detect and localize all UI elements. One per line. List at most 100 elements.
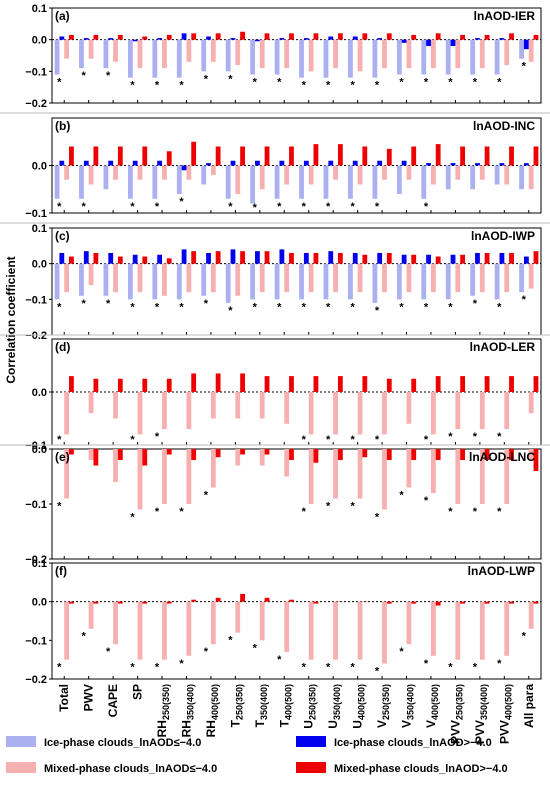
bar-ice-phase-clouds-lnaod-4-0: [83, 38, 89, 40]
bar-mixed-phase-clouds-lnaod-4-0: [386, 449, 392, 460]
bar-ice-phase-clouds-lnaod-4-0: [206, 36, 211, 40]
bar-mixed-phase-clouds-lnaod-4-0: [137, 263, 143, 293]
bar-mixed-phase-clouds-lnaod-4-0: [113, 449, 118, 482]
bar-mixed-phase-clouds-lnaod-4-0: [362, 33, 368, 40]
bar-mixed-phase-clouds-lnaod-4-0: [64, 39, 70, 59]
bar-mixed-phase-clouds-lnaod-4-0: [235, 165, 241, 194]
bar-ice-phase-clouds-lnaod-4-0: [450, 39, 456, 46]
bar-mixed-phase-clouds-lnaod-4-0: [460, 146, 466, 166]
bar-mixed-phase-clouds-lnaod-4-0: [93, 378, 99, 392]
bar-mixed-phase-clouds-lnaod-4-0: [484, 34, 490, 40]
significance-star: *: [253, 301, 258, 313]
bar-ice-phase-clouds-lnaod-4-0: [83, 251, 89, 264]
bar-mixed-phase-clouds-lnaod-4-0: [333, 392, 338, 435]
bar-mixed-phase-clouds-lnaod-4-0: [435, 601, 441, 606]
bar-mixed-phase-clouds-lnaod-4-0: [430, 601, 436, 656]
bar-mixed-phase-clouds-lnaod-4-0: [313, 33, 319, 40]
bar-ice-phase-clouds-lnaod-4-0: [426, 39, 431, 46]
bar-ice-phase-clouds-lnaod-4-0: [255, 251, 260, 264]
bar-ice-phase-clouds-lnaod-4-0: [445, 165, 451, 190]
bar-mixed-phase-clouds-lnaod-4-0: [357, 39, 363, 72]
bar-mixed-phase-clouds-lnaod-4-0: [528, 601, 534, 629]
bar-ice-phase-clouds-lnaod-4-0: [230, 160, 236, 166]
bar-mixed-phase-clouds-lnaod-4-0: [235, 601, 241, 633]
significance-star: *: [326, 301, 331, 313]
significance-star: *: [179, 80, 184, 92]
significance-star: *: [350, 434, 355, 446]
bar-mixed-phase-clouds-lnaod-4-0: [313, 252, 319, 264]
significance-star: *: [155, 301, 160, 313]
bar-mixed-phase-clouds-lnaod-4-0: [264, 251, 270, 264]
significance-star: *: [204, 298, 209, 310]
x-tick-label: SP: [131, 684, 145, 700]
bar-mixed-phase-clouds-lnaod-4-0: [117, 378, 123, 392]
significance-star: *: [399, 490, 404, 502]
significance-star: *: [473, 506, 478, 518]
bar-mixed-phase-clouds-lnaod-4-0: [406, 165, 412, 180]
bar-mixed-phase-clouds-lnaod-4-0: [215, 33, 221, 40]
bar-mixed-phase-clouds-lnaod-4-0: [533, 449, 539, 471]
bar-mixed-phase-clouds-lnaod-4-0: [137, 392, 143, 435]
bar-ice-phase-clouds-lnaod-4-0: [523, 163, 529, 166]
panel-frame: [51, 227, 542, 336]
bar-mixed-phase-clouds-lnaod-4-0: [142, 449, 148, 466]
significance-star: *: [350, 201, 355, 213]
panel-title: lnAOD-LER: [470, 340, 536, 354]
significance-star: *: [302, 506, 307, 518]
bar-mixed-phase-clouds-lnaod-4-0: [357, 601, 363, 660]
x-tick-label: CAPE: [106, 684, 120, 717]
bar-ice-phase-clouds-lnaod-4-0: [299, 39, 304, 78]
bar-mixed-phase-clouds-lnaod-4-0: [455, 165, 461, 180]
significance-star: *: [106, 646, 111, 658]
y-tick-label: 0.1: [32, 3, 47, 15]
bar-mixed-phase-clouds-lnaod-4-0: [259, 449, 265, 466]
significance-star: *: [179, 658, 184, 670]
significance-star: *: [424, 201, 429, 213]
bar-mixed-phase-clouds-lnaod-4-0: [289, 252, 294, 264]
x-tick-label: RH250(350): [155, 684, 171, 737]
bar-ice-phase-clouds-lnaod-4-0: [54, 39, 60, 75]
significance-star: *: [57, 301, 62, 313]
bar-mixed-phase-clouds-lnaod-4-0: [284, 601, 290, 652]
bar-mixed-phase-clouds-lnaod-4-0: [460, 601, 466, 604]
panel-frame: [51, 7, 542, 104]
significance-star: *: [179, 506, 184, 518]
bar-mixed-phase-clouds-lnaod-4-0: [113, 263, 118, 293]
significance-star: *: [326, 80, 331, 92]
bar-ice-phase-clouds-lnaod-4-0: [230, 249, 236, 264]
bar-mixed-phase-clouds-lnaod-4-0: [411, 601, 417, 604]
bar-ice-phase-clouds-lnaod-4-0: [108, 160, 114, 166]
bar-mixed-phase-clouds-lnaod-4-0: [186, 449, 192, 504]
bar-mixed-phase-clouds-lnaod-4-0: [210, 39, 216, 62]
bar-mixed-phase-clouds-lnaod-4-0: [93, 601, 99, 604]
bar-mixed-phase-clouds-lnaod-4-0: [337, 33, 343, 40]
bar-ice-phase-clouds-lnaod-4-0: [225, 165, 231, 199]
bar-ice-phase-clouds-lnaod-4-0: [494, 39, 500, 75]
bar-mixed-phase-clouds-lnaod-4-0: [411, 378, 417, 392]
bar-ice-phase-clouds-lnaod-4-0: [372, 263, 378, 303]
bar-mixed-phase-clouds-lnaod-4-0: [382, 165, 387, 180]
bar-ice-phase-clouds-lnaod-4-0: [348, 263, 353, 300]
significance-star: *: [424, 434, 429, 446]
bar-mixed-phase-clouds-lnaod-4-0: [430, 449, 436, 493]
bar-ice-phase-clouds-lnaod-4-0: [352, 36, 358, 40]
bar-mixed-phase-clouds-lnaod-4-0: [166, 258, 172, 264]
bar-mixed-phase-clouds-lnaod-4-0: [484, 601, 490, 604]
bar-ice-phase-clouds-lnaod-4-0: [470, 165, 476, 190]
bar-mixed-phase-clouds-lnaod-4-0: [215, 597, 221, 602]
significance-star: *: [350, 501, 355, 513]
bar-mixed-phase-clouds-lnaod-4-0: [509, 601, 514, 604]
bar-ice-phase-clouds-lnaod-4-0: [396, 39, 402, 75]
bar-ice-phase-clouds-lnaod-4-0: [103, 263, 109, 296]
significance-star: *: [448, 431, 453, 443]
bar-mixed-phase-clouds-lnaod-4-0: [528, 263, 534, 289]
bar-ice-phase-clouds-lnaod-4-0: [450, 163, 456, 166]
bar-mixed-phase-clouds-lnaod-4-0: [382, 263, 387, 293]
panel-title: lnAOD-LNC: [469, 450, 535, 464]
significance-star: *: [497, 506, 502, 518]
bar-mixed-phase-clouds-lnaod-4-0: [69, 449, 74, 455]
bar-ice-phase-clouds-lnaod-4-0: [127, 165, 133, 199]
bar-mixed-phase-clouds-lnaod-4-0: [259, 39, 265, 69]
bar-mixed-phase-clouds-lnaod-4-0: [313, 449, 319, 463]
x-tick-label: PVV350(400): [473, 684, 489, 744]
